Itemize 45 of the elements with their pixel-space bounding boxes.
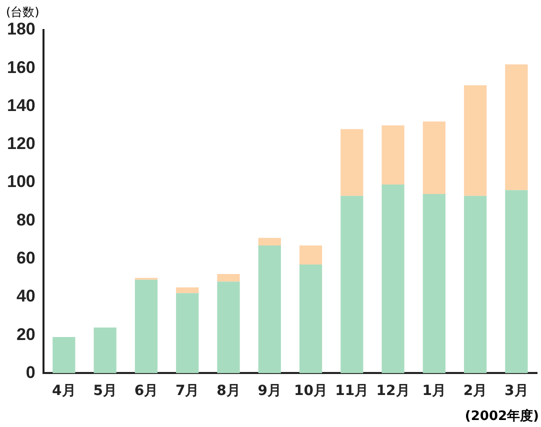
- x-tick-label: 9月: [258, 383, 282, 400]
- bar: [505, 64, 528, 190]
- bar: [94, 327, 116, 374]
- bar: [464, 196, 487, 374]
- x-tick-label: 11月: [335, 383, 369, 400]
- x-tick-label: 2月: [463, 383, 488, 400]
- y-tick-label: 100: [6, 172, 36, 192]
- bar: [505, 190, 528, 374]
- x-tick-label: 8月: [216, 383, 240, 400]
- y-tick-label: 140: [6, 96, 36, 115]
- y-tick-label: 40: [16, 286, 36, 306]
- x-tick-label: 6月: [134, 383, 158, 400]
- bar: [176, 293, 199, 374]
- bar: [176, 287, 199, 294]
- y-tick-label: 20: [16, 324, 36, 344]
- bar: [52, 336, 76, 374]
- y-axis-title: (台数): [6, 4, 40, 21]
- bar: [217, 282, 240, 374]
- bar: [258, 238, 281, 246]
- text: (2002年度): [464, 408, 539, 425]
- y-tick-label: 0: [26, 362, 36, 382]
- x-tick-label: 12月: [376, 383, 410, 400]
- bar: [382, 184, 404, 374]
- bar: [422, 194, 446, 374]
- x-tick-label: 7月: [175, 383, 200, 400]
- y-tick-label: 80: [16, 210, 36, 230]
- x-tick-label: 4月: [52, 383, 76, 400]
- bar: [464, 85, 487, 196]
- x-tick-label: 5月: [93, 383, 117, 400]
- bar: [340, 196, 364, 374]
- bar: [382, 125, 404, 184]
- bar: [217, 274, 240, 282]
- x-tick-label: 10月: [294, 383, 328, 400]
- bar: [340, 129, 364, 196]
- bar: [134, 280, 158, 374]
- y-tick-label: 180: [6, 20, 36, 39]
- y-tick-label: 160: [6, 58, 36, 77]
- bar: [258, 245, 281, 374]
- y-tick-label: 120: [6, 134, 36, 154]
- x-tick-label: 3月: [504, 383, 528, 400]
- bar: [422, 122, 446, 194]
- bar: [299, 264, 322, 374]
- x-tick-label: 1月: [422, 383, 446, 400]
- bar: [299, 245, 322, 265]
- y-tick-label: 60: [16, 248, 36, 268]
